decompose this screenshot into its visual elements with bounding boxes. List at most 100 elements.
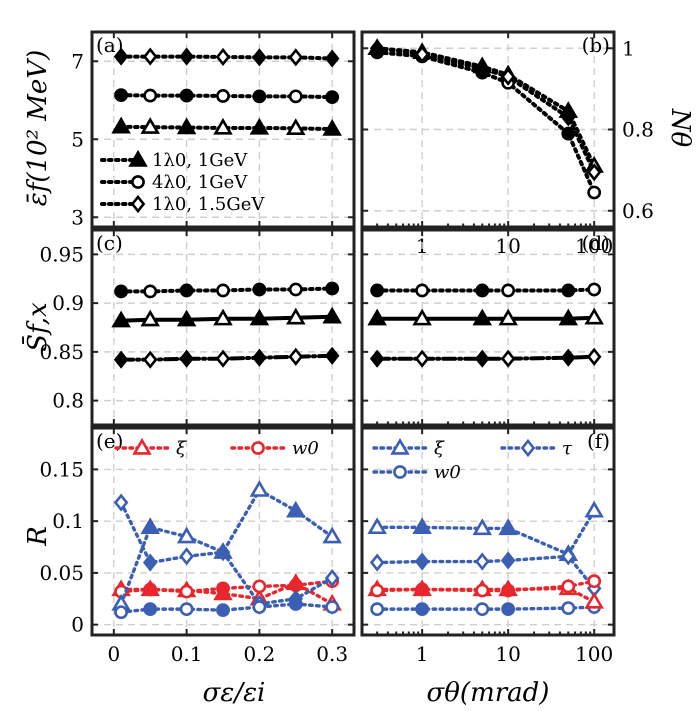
- data-point: [143, 88, 158, 103]
- data-point: [324, 49, 340, 68]
- panel-label: (b): [582, 33, 610, 57]
- data-point: [587, 574, 602, 589]
- data-point: [288, 347, 304, 366]
- data-point: [587, 185, 602, 200]
- data-point: [500, 67, 516, 86]
- y-tick-label: 0.8: [622, 118, 654, 142]
- data-point: [215, 543, 231, 562]
- data-point: [561, 108, 576, 127]
- panel-label: (f): [587, 429, 610, 453]
- data-point: [252, 89, 267, 104]
- legend-label: w0: [434, 462, 461, 483]
- data-point: [322, 526, 342, 544]
- x-tick-label: 10: [495, 642, 520, 666]
- legend-marker: [130, 194, 146, 214]
- data-point: [475, 283, 490, 298]
- data-point: [114, 88, 129, 103]
- data-point: [252, 348, 267, 367]
- x-tick-label: 1: [416, 642, 429, 666]
- series-line: [375, 50, 597, 195]
- data-point: [415, 602, 430, 617]
- legend-marker: [128, 149, 148, 167]
- legend-label: τ: [562, 438, 573, 459]
- data-point: [215, 47, 231, 67]
- series-d-0: [370, 282, 602, 298]
- y-tick-label: 0.9: [52, 291, 84, 315]
- legend-marker: [393, 465, 407, 479]
- data-point: [501, 283, 516, 298]
- data-point: [142, 553, 158, 572]
- data-point: [288, 578, 303, 593]
- data-point: [415, 283, 430, 298]
- data-point: [324, 346, 340, 365]
- data-point: [179, 88, 194, 103]
- data-point: [288, 89, 303, 104]
- data-point: [249, 480, 270, 497]
- xlabel-energy-spread: σε/εi: [203, 678, 266, 708]
- series-f-0: [367, 500, 604, 561]
- data-point: [322, 119, 342, 136]
- data-point: [414, 349, 430, 368]
- legend: ξ w0: [114, 437, 319, 459]
- y-tick-label: 0.6: [622, 199, 654, 223]
- series-d-1: [367, 307, 604, 326]
- series-e-1: [114, 574, 340, 599]
- series-e-3: [113, 493, 340, 614]
- data-point: [213, 308, 233, 326]
- data-point: [370, 283, 385, 298]
- axes-frame: [90, 426, 356, 637]
- data-point: [215, 349, 231, 368]
- data-point: [414, 45, 430, 64]
- data-point: [561, 283, 576, 298]
- axes-frame: [360, 228, 616, 427]
- series-c-2: [113, 346, 340, 369]
- data-point: [114, 284, 129, 299]
- axes-frame: [90, 228, 356, 427]
- series-line: [375, 46, 597, 175]
- data-point: [176, 526, 197, 544]
- data-point: [472, 308, 493, 326]
- data-point: [369, 349, 385, 368]
- data-point: [286, 307, 306, 325]
- data-point: [500, 551, 516, 570]
- data-point: [179, 47, 194, 66]
- data-point: [501, 602, 516, 617]
- data-point: [249, 308, 270, 326]
- y-tick-label: 7: [71, 49, 84, 73]
- ylabel-ratio: R: [23, 526, 53, 547]
- data-point: [286, 500, 306, 518]
- data-point: [561, 348, 576, 367]
- data-point: [114, 605, 129, 620]
- panel-label: (c): [96, 231, 123, 255]
- y-tick-label: 0.8: [52, 389, 84, 413]
- data-point: [367, 517, 387, 535]
- xlabel-angular-spread: σθ(mrad): [427, 678, 550, 708]
- data-point: [216, 283, 230, 298]
- legend-marker: [520, 438, 536, 458]
- legend-label: 4λ0, 1GeV: [152, 172, 248, 193]
- data-point: [143, 602, 158, 617]
- series-c-1: [111, 306, 342, 328]
- series-b-0: [367, 38, 604, 173]
- data-point: [113, 493, 129, 512]
- data-point: [216, 89, 230, 103]
- data-point: [561, 547, 576, 566]
- y-tick-label: 3: [71, 205, 84, 229]
- panel-d: (d): [360, 228, 616, 427]
- data-point: [176, 309, 197, 327]
- data-point: [140, 117, 160, 134]
- data-point: [143, 582, 158, 597]
- legend-marker: [251, 441, 265, 455]
- data-point: [325, 281, 340, 296]
- data-point: [322, 306, 342, 324]
- series-line: [375, 554, 596, 591]
- data-point: [252, 48, 267, 67]
- data-point: [179, 602, 194, 617]
- series-c-0: [114, 281, 340, 299]
- legend-marker: [390, 437, 410, 455]
- series-f-2: [370, 600, 602, 617]
